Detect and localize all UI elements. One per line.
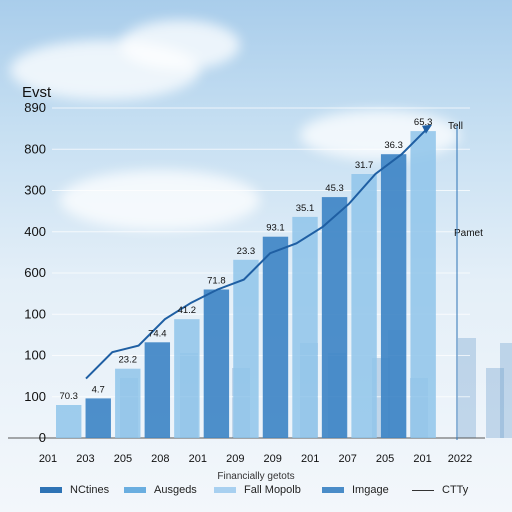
skyline-building <box>458 338 476 438</box>
legend-label: Fall Mopolb <box>244 484 301 496</box>
data-label: 45.3 <box>325 183 344 194</box>
legend-item: Fall Mopolb <box>214 484 301 496</box>
y-tick-label: 890 <box>24 100 46 115</box>
x-tick-label: 201 <box>413 453 431 465</box>
skyline-building <box>500 343 512 438</box>
data-label: 31.7 <box>355 160 374 171</box>
bar <box>321 197 348 438</box>
x-tick-label: 201 <box>39 453 57 465</box>
legend-item: Imgage <box>322 484 389 496</box>
y-tick-label: 400 <box>24 224 46 239</box>
cloud <box>120 20 240 70</box>
bar <box>410 131 436 438</box>
trend-arrow-icon <box>422 124 432 134</box>
data-label: 4.7 <box>92 384 105 395</box>
right-label-top: Tell <box>448 121 463 132</box>
legend-swatch <box>124 487 146 493</box>
legend-label: Ausgeds <box>154 484 197 496</box>
bars <box>56 131 436 438</box>
data-label: 23.2 <box>119 355 138 366</box>
trend-line <box>85 127 429 380</box>
legend-item: CTTy <box>412 484 468 496</box>
cloud <box>60 170 260 230</box>
y-tick-label: 600 <box>24 265 46 280</box>
x-axis-ticks: 201 203 205 208 201 209 209 201 207 205 201 2022 <box>39 453 472 465</box>
x-tick-label: 201 <box>189 453 207 465</box>
legend-label: NCtines <box>70 484 110 496</box>
bar <box>115 368 141 438</box>
x-tick-label: 2022 <box>448 453 472 465</box>
bar <box>380 154 407 438</box>
data-label: 70.3 <box>59 391 78 402</box>
data-label: 41.2 <box>178 305 197 316</box>
legend-swatch <box>322 487 344 493</box>
bar <box>351 174 377 438</box>
x-tick-label: 201 <box>301 453 319 465</box>
y-tick-label: 0 <box>39 430 46 445</box>
bar <box>233 259 259 438</box>
data-label: 93.1 <box>266 223 285 234</box>
bar <box>203 289 230 438</box>
x-tick-label: 205 <box>376 453 394 465</box>
data-labels: 70.3 4.7 23.2 74.4 41.2 71.8 23.3 93.1 35.1 45.3 3… <box>59 117 432 402</box>
y-axis-ticks: 0 100 100 100 600 400 300 800 890 <box>24 100 46 445</box>
x-tick-label: 207 <box>338 453 356 465</box>
bar <box>292 216 318 438</box>
x-tick-label: 205 <box>114 453 132 465</box>
data-label: 36.3 <box>384 140 403 151</box>
x-tick-label: 209 <box>264 453 282 465</box>
data-label: 35.1 <box>296 203 315 214</box>
right-label-middle: Pamet <box>454 228 483 239</box>
y-tick-label: 100 <box>24 348 46 363</box>
y-tick-label: 100 <box>24 306 46 321</box>
bar <box>174 319 200 438</box>
legend: NCtines Ausgeds Fall Mopolb Imgage CTTy <box>0 484 512 504</box>
bar <box>144 342 171 438</box>
y-tick-label: 800 <box>24 141 46 156</box>
legend-label: CTTy <box>442 484 469 496</box>
bar <box>262 236 289 438</box>
legend-swatch <box>214 487 236 493</box>
legend-swatch <box>40 487 62 493</box>
bar <box>85 398 111 438</box>
data-label: 65.3 <box>414 117 433 128</box>
legend-item: NCtines <box>40 484 109 496</box>
bar <box>56 405 82 438</box>
data-label: 23.3 <box>237 246 256 257</box>
data-label: 74.4 <box>148 328 167 339</box>
x-tick-label: 203 <box>76 453 94 465</box>
x-tick-label: 208 <box>151 453 169 465</box>
data-label: 71.8 <box>207 276 226 287</box>
y-tick-label: 300 <box>24 183 46 198</box>
y-tick-label: 100 <box>24 389 46 404</box>
x-axis-title: Financially getots <box>217 471 294 482</box>
x-tick-label: 209 <box>226 453 244 465</box>
legend-item: Ausgeds <box>124 484 197 496</box>
legend-label: Imgage <box>352 484 389 496</box>
chart-title: Evst <box>22 84 52 101</box>
legend-swatch <box>412 489 434 491</box>
skyline-building <box>486 368 504 438</box>
